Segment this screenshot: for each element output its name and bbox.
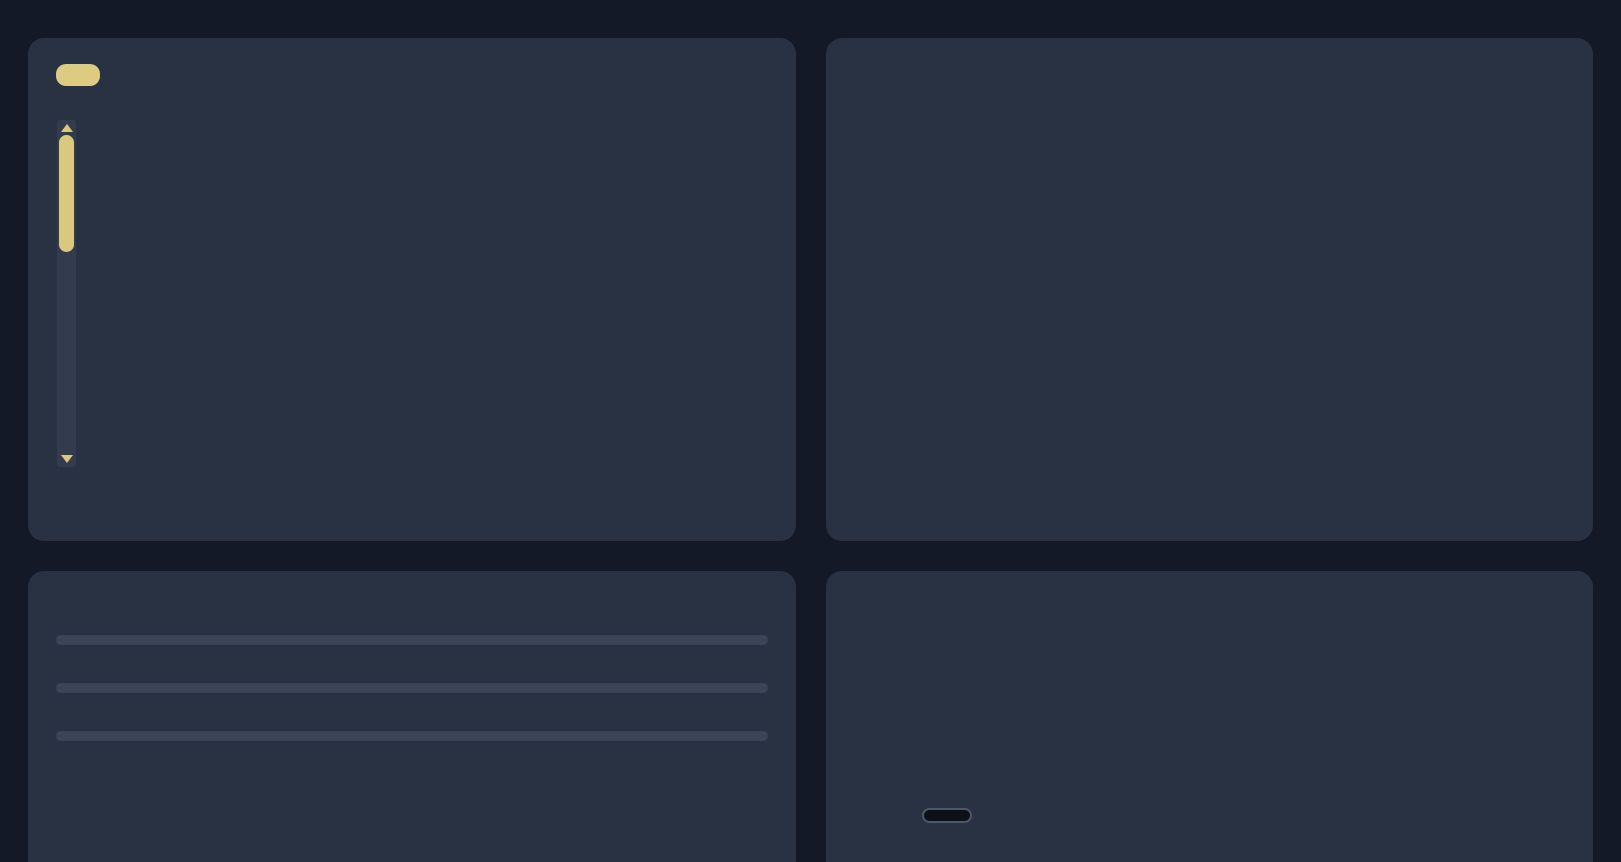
create-ai-analysis-button[interactable] [56,64,100,86]
trend-card [825,38,1593,541]
conversion-row-relevant-quote [56,671,768,693]
scroll-down-icon[interactable] [61,455,73,463]
pill-control[interactable] [921,808,972,823]
conversion-row-lead-relevant [56,623,768,645]
progress-bar [56,731,768,741]
lead-sources-card [825,571,1593,862]
progress-bar [56,635,768,645]
ai-text-scrollbar[interactable] [57,120,76,467]
conversion-row-quote-close [56,719,768,741]
scrollbar-thumb[interactable] [59,135,74,252]
cards-grid [28,38,1593,862]
ai-card-header [56,64,768,86]
ai-analysis-card [28,38,796,541]
closed-deals-line-chart [829,38,1593,541]
ai-analysis-body [56,118,768,480]
conversion-rates-card [28,571,796,862]
progress-bar [56,683,768,693]
scroll-up-icon[interactable] [61,124,73,132]
ai-analysis-text [100,118,724,430]
